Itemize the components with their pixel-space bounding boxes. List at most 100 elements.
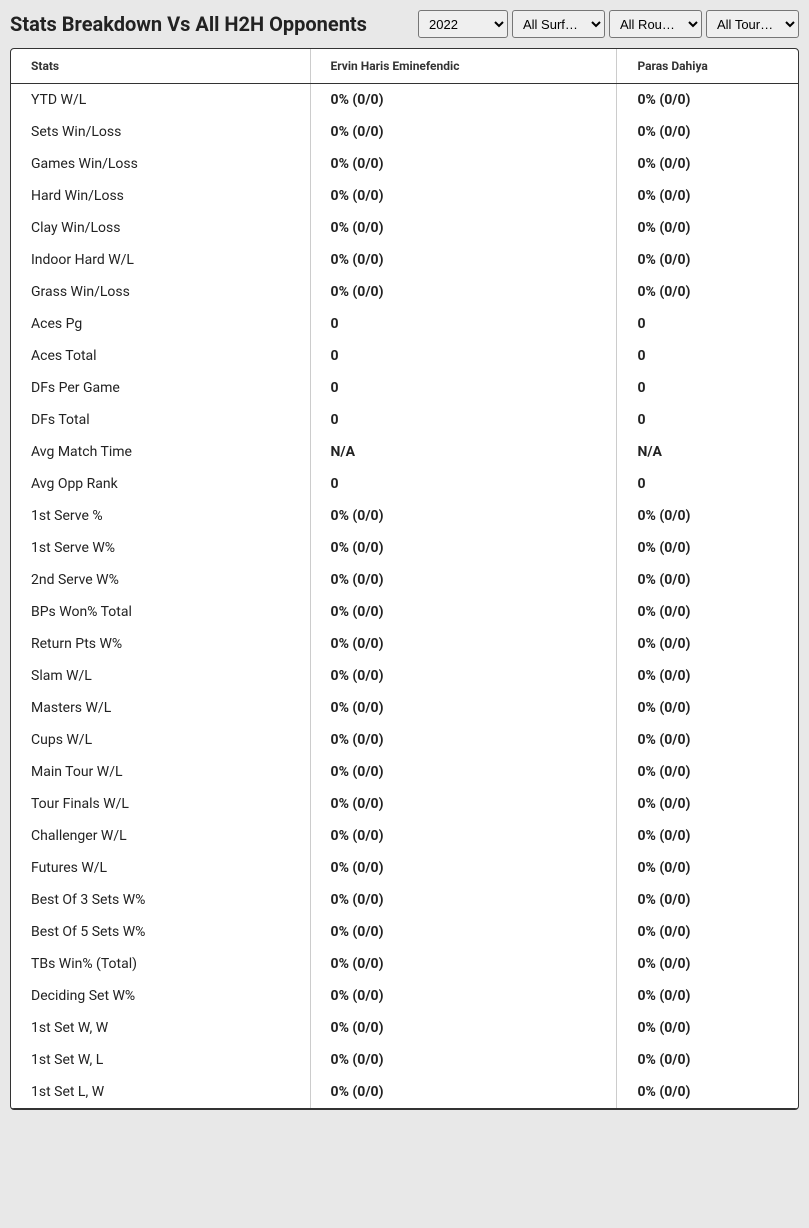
table-row: 2nd Serve W%0% (0/0)0% (0/0)	[11, 564, 798, 596]
stat-label-cell: Best Of 3 Sets W%	[11, 884, 310, 916]
table-row: 1st Serve %0% (0/0)0% (0/0)	[11, 500, 798, 532]
player1-value-cell: 0% (0/0)	[310, 212, 617, 244]
stat-label-cell: Main Tour W/L	[11, 756, 310, 788]
table-row: Futures W/L0% (0/0)0% (0/0)	[11, 852, 798, 884]
table-row: Grass Win/Loss0% (0/0)0% (0/0)	[11, 276, 798, 308]
stat-label-cell: 1st Set W, W	[11, 1012, 310, 1044]
stat-label-cell: BPs Won% Total	[11, 596, 310, 628]
year-select[interactable]: 2022	[418, 10, 508, 38]
player2-value-cell: 0	[617, 308, 798, 340]
player1-value-cell: 0% (0/0)	[310, 116, 617, 148]
player2-value-cell: 0% (0/0)	[617, 788, 798, 820]
player2-value-cell: 0% (0/0)	[617, 820, 798, 852]
player1-value-cell: 0	[310, 372, 617, 404]
table-row: Clay Win/Loss0% (0/0)0% (0/0)	[11, 212, 798, 244]
player1-value-cell: 0% (0/0)	[310, 244, 617, 276]
table-row: Indoor Hard W/L0% (0/0)0% (0/0)	[11, 244, 798, 276]
player1-value-cell: N/A	[310, 436, 617, 468]
table-row: Masters W/L0% (0/0)0% (0/0)	[11, 692, 798, 724]
stat-label-cell: YTD W/L	[11, 84, 310, 117]
player2-value-cell: 0% (0/0)	[617, 564, 798, 596]
table-row: 1st Set W, L0% (0/0)0% (0/0)	[11, 1044, 798, 1076]
stat-label-cell: Games Win/Loss	[11, 148, 310, 180]
round-select[interactable]: All Rou…	[609, 10, 702, 38]
player2-value-cell: 0% (0/0)	[617, 212, 798, 244]
stat-label-cell: 1st Set L, W	[11, 1076, 310, 1109]
player1-value-cell: 0% (0/0)	[310, 884, 617, 916]
tour-select[interactable]: All Tour…	[706, 10, 799, 38]
table-row: Best Of 5 Sets W%0% (0/0)0% (0/0)	[11, 916, 798, 948]
table-row: 1st Set W, W0% (0/0)0% (0/0)	[11, 1012, 798, 1044]
table-row: Best Of 3 Sets W%0% (0/0)0% (0/0)	[11, 884, 798, 916]
table-row: Return Pts W%0% (0/0)0% (0/0)	[11, 628, 798, 660]
table-row: BPs Won% Total0% (0/0)0% (0/0)	[11, 596, 798, 628]
player1-value-cell: 0% (0/0)	[310, 788, 617, 820]
table-row: 1st Serve W%0% (0/0)0% (0/0)	[11, 532, 798, 564]
player1-value-cell: 0% (0/0)	[310, 1012, 617, 1044]
player2-value-cell: 0% (0/0)	[617, 532, 798, 564]
table-row: Sets Win/Loss0% (0/0)0% (0/0)	[11, 116, 798, 148]
header-player2: Paras Dahiya	[617, 49, 798, 84]
player1-value-cell: 0% (0/0)	[310, 148, 617, 180]
table-row: Deciding Set W%0% (0/0)0% (0/0)	[11, 980, 798, 1012]
table-row: 1st Set L, W0% (0/0)0% (0/0)	[11, 1076, 798, 1109]
player1-value-cell: 0	[310, 404, 617, 436]
player1-value-cell: 0% (0/0)	[310, 820, 617, 852]
player1-value-cell: 0% (0/0)	[310, 692, 617, 724]
player1-value-cell: 0% (0/0)	[310, 980, 617, 1012]
stat-label-cell: Aces Pg	[11, 308, 310, 340]
header-stats: Stats	[11, 49, 310, 84]
player1-value-cell: 0% (0/0)	[310, 1076, 617, 1109]
stat-label-cell: Masters W/L	[11, 692, 310, 724]
player1-value-cell: 0	[310, 340, 617, 372]
player2-value-cell: 0% (0/0)	[617, 724, 798, 756]
table-row: Slam W/L0% (0/0)0% (0/0)	[11, 660, 798, 692]
stat-label-cell: Hard Win/Loss	[11, 180, 310, 212]
table-row: Hard Win/Loss0% (0/0)0% (0/0)	[11, 180, 798, 212]
player2-value-cell: 0% (0/0)	[617, 276, 798, 308]
player2-value-cell: 0% (0/0)	[617, 1076, 798, 1109]
player2-value-cell: 0	[617, 468, 798, 500]
stat-label-cell: Grass Win/Loss	[11, 276, 310, 308]
stats-table: Stats Ervin Haris Eminefendic Paras Dahi…	[11, 49, 798, 1109]
player2-value-cell: 0% (0/0)	[617, 756, 798, 788]
player1-value-cell: 0% (0/0)	[310, 180, 617, 212]
player1-value-cell: 0% (0/0)	[310, 852, 617, 884]
stat-label-cell: TBs Win% (Total)	[11, 948, 310, 980]
stat-label-cell: 1st Serve W%	[11, 532, 310, 564]
stat-label-cell: Return Pts W%	[11, 628, 310, 660]
table-row: Avg Opp Rank00	[11, 468, 798, 500]
stat-label-cell: Slam W/L	[11, 660, 310, 692]
player2-value-cell: 0	[617, 404, 798, 436]
player2-value-cell: 0% (0/0)	[617, 852, 798, 884]
table-row: Tour Finals W/L0% (0/0)0% (0/0)	[11, 788, 798, 820]
stat-label-cell: Tour Finals W/L	[11, 788, 310, 820]
table-row: YTD W/L0% (0/0)0% (0/0)	[11, 84, 798, 117]
player1-value-cell: 0% (0/0)	[310, 916, 617, 948]
header: Stats Breakdown Vs All H2H Opponents 202…	[10, 10, 799, 38]
stat-label-cell: 1st Set W, L	[11, 1044, 310, 1076]
player2-value-cell: 0% (0/0)	[617, 244, 798, 276]
surface-select[interactable]: All Surf…	[512, 10, 605, 38]
stat-label-cell: Best Of 5 Sets W%	[11, 916, 310, 948]
table-row: DFs Total00	[11, 404, 798, 436]
player1-value-cell: 0% (0/0)	[310, 756, 617, 788]
player2-value-cell: 0% (0/0)	[617, 948, 798, 980]
player2-value-cell: 0% (0/0)	[617, 596, 798, 628]
player2-value-cell: 0	[617, 340, 798, 372]
stat-label-cell: DFs Total	[11, 404, 310, 436]
player2-value-cell: 0% (0/0)	[617, 500, 798, 532]
stat-label-cell: Futures W/L	[11, 852, 310, 884]
table-row: Games Win/Loss0% (0/0)0% (0/0)	[11, 148, 798, 180]
player1-value-cell: 0% (0/0)	[310, 276, 617, 308]
player2-value-cell: 0% (0/0)	[617, 660, 798, 692]
player1-value-cell: 0% (0/0)	[310, 628, 617, 660]
stat-label-cell: Sets Win/Loss	[11, 116, 310, 148]
player1-value-cell: 0% (0/0)	[310, 948, 617, 980]
player2-value-cell: 0% (0/0)	[617, 692, 798, 724]
player2-value-cell: 0% (0/0)	[617, 180, 798, 212]
player1-value-cell: 0% (0/0)	[310, 500, 617, 532]
player1-value-cell: 0% (0/0)	[310, 1044, 617, 1076]
stats-table-container: Stats Ervin Haris Eminefendic Paras Dahi…	[10, 48, 799, 1110]
stat-label-cell: Avg Opp Rank	[11, 468, 310, 500]
